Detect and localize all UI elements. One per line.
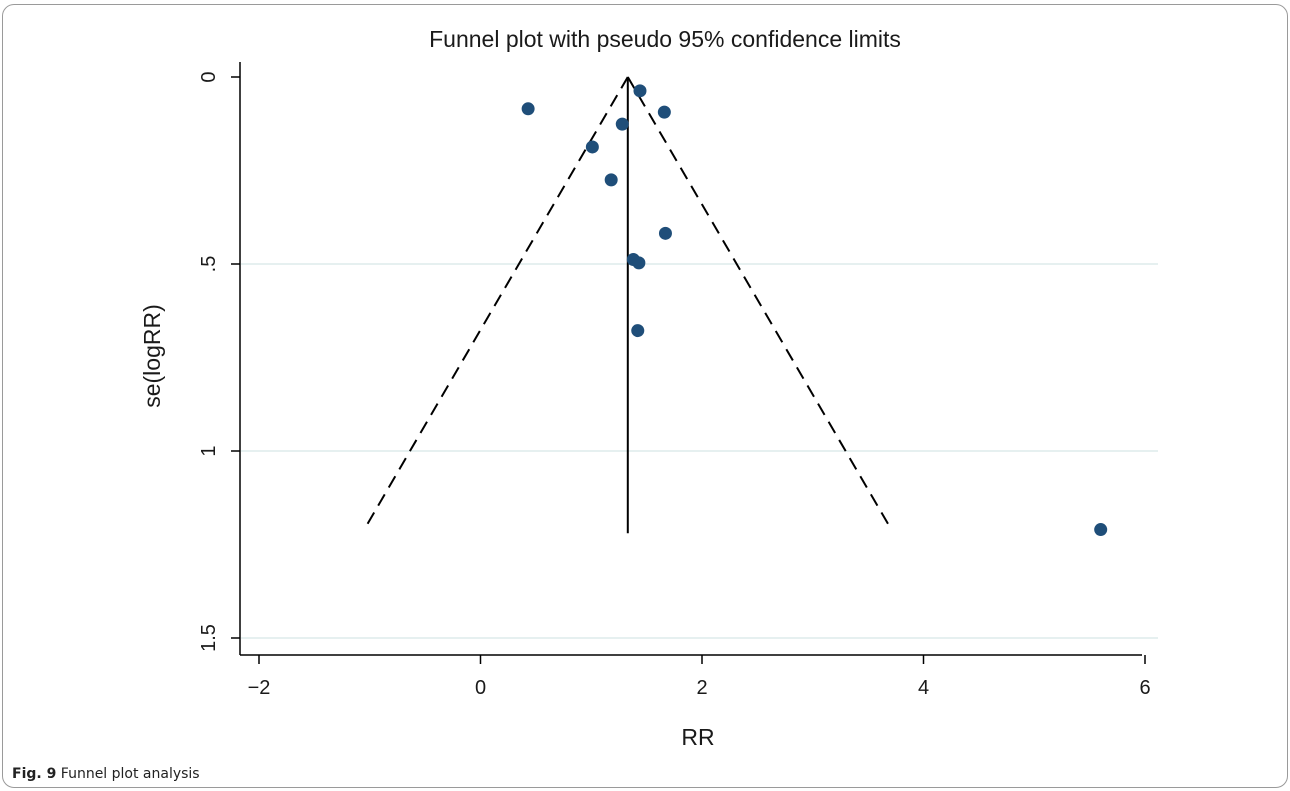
chart-title: Funnel plot with pseudo 95% confidence l… [429, 26, 901, 52]
x-tick-label-1: 0 [475, 677, 486, 699]
figure-caption: Fig. 9 Funnel plot analysis [12, 766, 200, 782]
figure-frame [2, 4, 1288, 788]
data-point-3 [615, 117, 629, 131]
data-point-5 [604, 173, 618, 187]
figure-number: Fig. 9 [12, 766, 57, 782]
axes-layer: 0 .5 1 1.5 −2 0 2 4 6 [198, 62, 1151, 699]
y-tick-label-0: 0 [198, 71, 220, 82]
data-point-4 [585, 140, 599, 154]
y-axis-label: se(logRR) [139, 304, 165, 408]
data-point-10 [1094, 523, 1108, 537]
x-tick-label-3: 4 [918, 677, 929, 699]
y-tick-label-1: .5 [198, 256, 220, 273]
y-tick-label-2: 1 [198, 445, 220, 456]
data-point-8 [632, 256, 646, 270]
points-layer [521, 84, 1108, 537]
y-tick-label-3: 1.5 [198, 624, 220, 652]
funnel-right-limit [626, 76, 891, 527]
funnel-layer [365, 76, 891, 534]
data-point-6 [658, 226, 672, 240]
grid-layer [241, 263, 1158, 639]
x-tick-label-4: 6 [1139, 677, 1150, 699]
x-tick-label-2: 2 [696, 677, 707, 699]
x-axis-label: RR [681, 724, 714, 750]
funnel-left-limit [365, 76, 629, 527]
data-point-0 [633, 84, 647, 98]
data-point-1 [521, 102, 535, 116]
data-point-9 [631, 324, 645, 338]
data-point-2 [657, 105, 671, 119]
figure-caption-text: Funnel plot analysis [60, 766, 200, 782]
x-tick-label-0: −2 [248, 677, 271, 699]
